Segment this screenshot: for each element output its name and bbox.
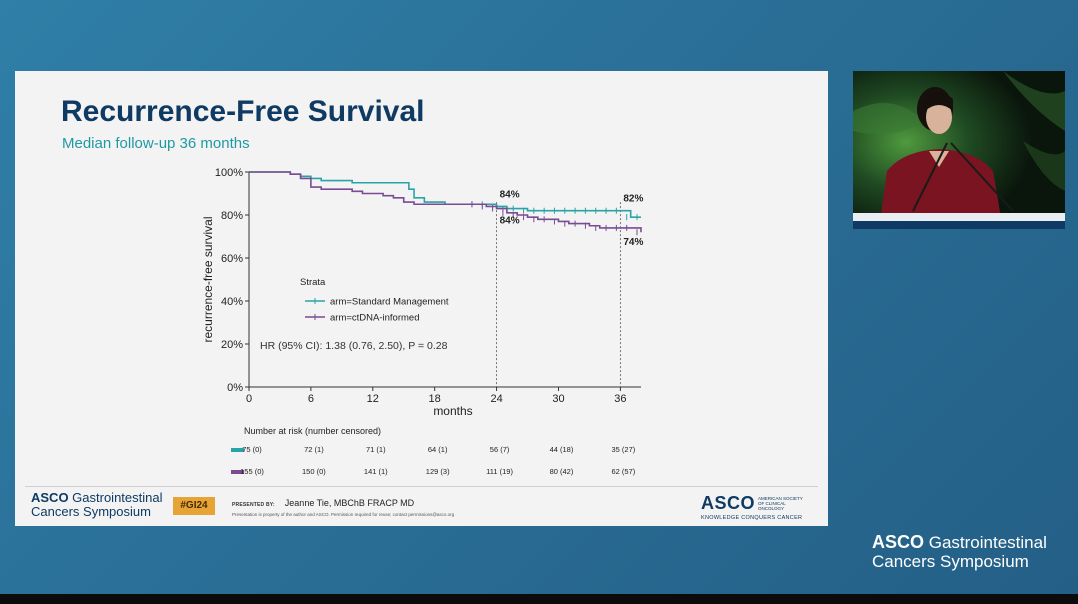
presentation-slide: Recurrence-Free Survival Median follow-u… — [15, 71, 828, 526]
risk-cell: 141 (1) — [364, 467, 388, 476]
x-tick-label: 18 — [429, 393, 441, 405]
watermark-gi-word: Gastrointestinal — [924, 533, 1047, 552]
presenter-line: PRESENTED BY: Jeanne Tie, MBChB FRACP MD — [232, 498, 414, 508]
asco-society-logo: ASCO AMERICAN SOCIETY OF CLINICAL ONCOLOG… — [701, 493, 810, 521]
risk-cell: 129 (3) — [426, 467, 450, 476]
speaker-video-feed — [853, 71, 1065, 229]
risk-cell: 80 (42) — [550, 467, 574, 476]
x-tick-label: 30 — [552, 393, 564, 405]
footer-divider — [25, 486, 818, 487]
risk-row-swatch-0 — [231, 448, 244, 452]
presenter-name: Jeanne Tie, MBChB FRACP MD — [284, 498, 415, 508]
y-tick-label: 40% — [221, 296, 243, 308]
x-tick-label: 6 — [308, 393, 314, 405]
risk-cell: 44 (18) — [550, 445, 574, 454]
legend-label-0: arm=Standard Management — [330, 297, 449, 308]
km-survival-chart: 0% 20% 40% 60% 80% 100% 0 6 12 18 24 30 36 months recu… — [201, 167, 643, 476]
screen-bottom-bar — [0, 594, 1078, 604]
asco-society-name: AMERICAN SOCIETY OF CLINICAL ONCOLOGY — [758, 496, 803, 511]
hr-annotation: HR (95% CI): 1.38 (0.76, 2.50), P = 0.28 — [260, 340, 448, 352]
series-line-1 — [249, 171, 642, 233]
asco-symposium-word: Cancers Symposium — [31, 503, 151, 519]
x-tick-label: 24 — [490, 393, 502, 405]
asco-gi-logo: ASCO Gastrointestinal Cancers Symposium — [31, 491, 163, 518]
risk-table-title: Number at risk (number censored) — [244, 426, 381, 436]
risk-cell: 62 (57) — [611, 467, 635, 476]
risk-cell: 111 (19) — [486, 467, 513, 476]
y-tick-label: 80% — [221, 210, 243, 222]
risk-cell: 56 (7) — [490, 445, 510, 454]
legend-label-1: arm=ctDNA-informed — [330, 313, 419, 324]
x-axis-label: months — [433, 404, 472, 418]
risk-cell: 64 (1) — [428, 445, 448, 454]
risk-cell: 150 (0) — [302, 467, 326, 476]
asco-word: ASCO — [31, 490, 69, 505]
y-tick-label: 20% — [221, 339, 243, 351]
y-axis-label: recurrence-free survival — [201, 216, 215, 342]
risk-row-swatch-1 — [231, 470, 244, 474]
risk-cell: 155 (0) — [240, 467, 264, 476]
risk-cell: 35 (27) — [611, 445, 635, 454]
point-label: 84% — [500, 189, 520, 200]
x-tick-label: 0 — [246, 393, 252, 405]
risk-cell: 71 (1) — [366, 445, 386, 454]
y-tick-label: 0% — [227, 382, 243, 394]
risk-cell: 72 (1) — [304, 445, 324, 454]
series-line-0 — [249, 171, 641, 218]
y-tick-label: 60% — [221, 253, 243, 265]
risk-cell: 75 (0) — [242, 445, 262, 454]
asco-tagline: KNOWLEDGE CONQUERS CANCER — [701, 515, 803, 521]
point-label: 84% — [500, 215, 520, 226]
slide-subtitle: Median follow-up 36 months — [62, 135, 250, 152]
legend-title: Strata — [300, 277, 326, 288]
x-tick-label: 36 — [614, 393, 626, 405]
presented-by-label: PRESENTED BY: — [232, 502, 275, 508]
point-label: 82% — [623, 194, 643, 205]
point-label: 74% — [623, 237, 643, 248]
watermark-symposium-word: Cancers Symposium — [872, 551, 1029, 571]
speaker-image — [853, 71, 1065, 229]
asco-gi-word: Gastrointestinal — [68, 490, 163, 505]
asco-right-word: ASCO — [701, 493, 756, 513]
slide-title: Recurrence-Free Survival — [61, 95, 425, 128]
x-tick-label: 12 — [367, 393, 379, 405]
asco-watermark-logo: ASCO Gastrointestinal Cancers Symposium — [872, 532, 1047, 571]
hashtag-badge: #GI24 — [173, 497, 215, 515]
disclaimer-text: Presentation is property of the author a… — [232, 512, 455, 517]
watermark-asco-word: ASCO — [872, 532, 925, 552]
y-tick-label: 100% — [215, 167, 243, 179]
